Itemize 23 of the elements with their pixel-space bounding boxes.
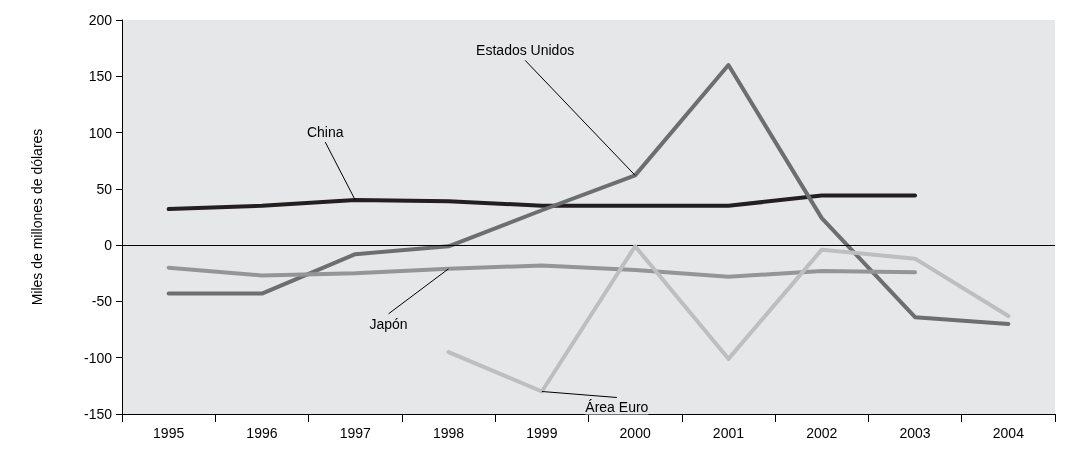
y-tick-label: -150: [83, 406, 113, 422]
y-tick-label: -50: [91, 293, 113, 310]
x-tick-label: 1999: [526, 425, 558, 441]
x-tick-label: 2002: [806, 425, 838, 441]
x-tick-label: 1998: [432, 425, 465, 441]
x-tick-label: 1996: [246, 425, 278, 441]
y-tick-label: -100: [83, 349, 113, 366]
y-tick-label: 0: [104, 237, 113, 254]
y-tick-label: 100: [88, 124, 113, 141]
x-tick-label: 2004: [992, 425, 1025, 441]
y-tick-label: 200: [88, 12, 113, 28]
annotation: Japón: [369, 315, 408, 332]
x-tick-label: 1997: [339, 425, 372, 441]
x-tick-label: 2001: [712, 425, 745, 441]
annotation: China: [306, 124, 344, 141]
annotation: Estados Unidos: [476, 42, 575, 59]
annotation: Área Euro: [585, 399, 649, 416]
y-tick-label: 50: [96, 180, 113, 197]
y-axis-title: Miles de millones de dólares: [29, 128, 45, 306]
x-tick-label: 1995: [153, 425, 185, 441]
x-tick-label: 2003: [899, 425, 931, 441]
x-tick-label: 2000: [619, 425, 651, 441]
y-tick-label: 150: [88, 68, 113, 85]
